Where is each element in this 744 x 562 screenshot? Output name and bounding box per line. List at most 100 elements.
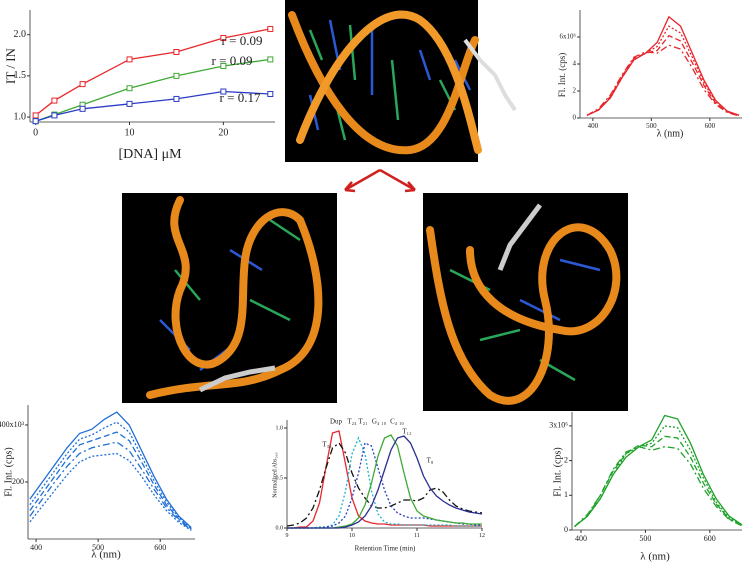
marker [220, 88, 227, 95]
chart: 400 500 600 0 1 2 3x10⁶ λ (nm) Fl. Int. (cps) [549, 412, 743, 562]
series-line [287, 436, 482, 529]
series-line [287, 434, 482, 529]
series-line [29, 431, 192, 530]
y-tick-label: 400x10³ [0, 420, 25, 429]
dna-render-right [423, 193, 628, 411]
annotation: T₈ [427, 457, 434, 465]
marker [51, 97, 58, 104]
annotation: T₃₆ [322, 441, 332, 449]
y-tick-label: 0 [564, 525, 568, 534]
x-tick-label: 20 [218, 127, 228, 138]
series-line [586, 25, 740, 116]
x-tick-label: 9 [286, 533, 289, 539]
series-line [287, 430, 482, 529]
y-tick-label: 0 [573, 114, 577, 122]
y-tick-label: 2.0 [14, 29, 27, 40]
x-axis-label: λ (nm) [91, 549, 121, 561]
series-line [287, 435, 483, 529]
series-line [287, 442, 482, 529]
marker [79, 105, 86, 112]
dna-render-top [285, 0, 517, 162]
y-tick-label: 6x10⁶ [560, 33, 577, 41]
y-axis-label: Fl. Int. (cps) [552, 447, 563, 496]
series-line [586, 15, 740, 116]
y-tick-label: 1.5 [14, 70, 27, 81]
series-line [574, 446, 743, 527]
y-tick-label: 1.0 [14, 111, 27, 122]
series-line [29, 452, 192, 531]
annotation: T₁₂ [402, 428, 412, 436]
y-tick-label: 2 [573, 87, 577, 95]
series-line [286, 442, 483, 527]
y-tick-label: 0.5 [276, 475, 284, 481]
chart: 0 10 20 1.0 1.5 2.0 [DNA] μM IT / IN r = 0.09 r =… [3, 10, 275, 162]
marker [126, 85, 133, 92]
marker [267, 56, 274, 63]
y-tick-label: 3x10⁶ [549, 421, 568, 430]
series-line [574, 414, 743, 528]
x-axis-label: [DNA] μM [118, 147, 182, 162]
dna-render-left [122, 193, 337, 403]
annotation: r = 0.17 [220, 90, 261, 105]
series-line [29, 421, 192, 529]
x-tick-label: 600 [705, 122, 716, 130]
y-tick-label: 1.0 [276, 425, 284, 431]
chart: 9 10 11 12 0.0 0.5 1.0 Retention Time (min) Norm… [272, 418, 485, 553]
y-axis-label: Fl. Int. (cps) [557, 53, 567, 98]
x-tick-label: 10 [125, 127, 135, 138]
x-tick-label: 400 [30, 543, 42, 552]
annotation: G₄ ₁₀ [372, 418, 387, 426]
x-tick-label: 0 [33, 127, 38, 138]
arrows [344, 168, 416, 193]
series-line [586, 44, 740, 117]
marker [51, 112, 58, 119]
y-tick-label: 200 [12, 477, 24, 486]
chart: 400 500 600 200 400x10³ λ (nm) Fl. Int. (cps) [0, 405, 195, 561]
annotation: T₂₄ [347, 418, 357, 426]
x-tick-label: 11 [414, 533, 420, 539]
marker [126, 100, 133, 107]
series-line [586, 34, 740, 116]
annotation: r = 0.09 [222, 33, 263, 48]
marker [267, 91, 274, 97]
marker [220, 63, 227, 69]
x-tick-label: 500 [92, 543, 104, 552]
x-tick-label: 400 [575, 534, 587, 543]
annotation: C₄ ₁₀ [390, 418, 404, 426]
x-tick-label: 500 [639, 534, 651, 543]
marker [220, 35, 227, 41]
marker [173, 72, 180, 79]
x-tick-label: 400 [588, 122, 599, 130]
chart: 400 500 600 0 2 4 6x10⁶ λ (nm) Fl. Int. (cps) [557, 10, 742, 139]
marker [79, 81, 86, 88]
x-axis-label: Retention Time (min) [355, 545, 416, 553]
annotation: r = 0.09 [212, 53, 253, 68]
annotation: T₂₁ [358, 418, 367, 426]
marker [32, 118, 39, 125]
y-tick-label: 0.0 [276, 525, 284, 531]
y-axis-label: Normalized Abs₂₆₀ [272, 452, 278, 497]
x-axis-label: λ (nm) [640, 551, 670, 562]
series-line [574, 425, 743, 528]
x-tick-label: 600 [154, 543, 166, 552]
y-tick-label: 1 [564, 490, 568, 499]
y-tick-label: 2 [564, 455, 568, 464]
marker [267, 25, 274, 32]
y-tick-label: 4 [573, 60, 577, 68]
marker [173, 95, 180, 102]
y-axis-label: Fl. Int. (cps) [3, 447, 14, 496]
marker [32, 112, 39, 119]
x-tick-label: 600 [704, 534, 716, 543]
x-tick-label: 12 [479, 533, 485, 539]
series-line [29, 411, 192, 529]
annotation: Dup [330, 418, 343, 426]
marker [126, 56, 133, 63]
marker [173, 49, 180, 55]
series-line [574, 435, 743, 528]
x-tick-label: 500 [646, 122, 657, 130]
x-tick-label: 10 [349, 533, 355, 539]
y-axis-label: IT / IN [3, 47, 18, 83]
series-line [29, 441, 192, 531]
x-axis-label: λ (nm) [657, 128, 684, 139]
